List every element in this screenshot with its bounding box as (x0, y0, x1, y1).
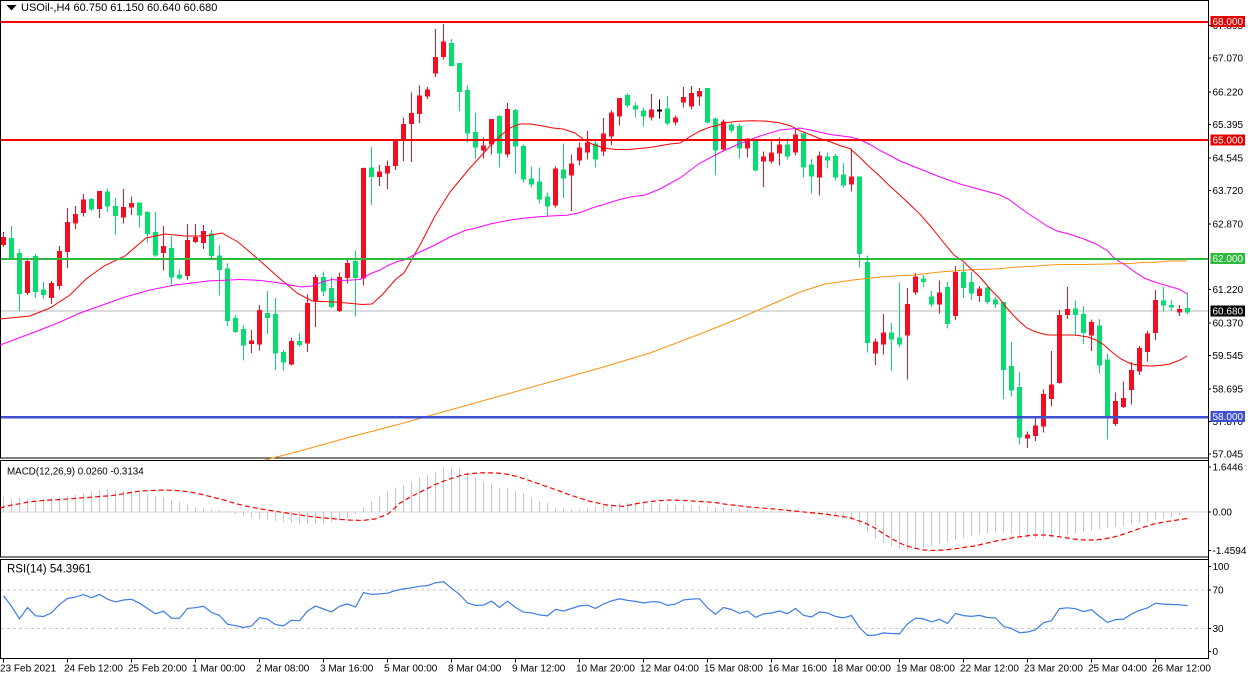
svg-text:-1.4594: -1.4594 (1213, 546, 1247, 557)
svg-text:5 Mar 00:00: 5 Mar 00:00 (384, 664, 438, 675)
svg-text:23 Feb 2021: 23 Feb 2021 (0, 664, 57, 675)
svg-text:57.045: 57.045 (1213, 450, 1244, 461)
svg-text:12 Mar 04:00: 12 Mar 04:00 (640, 664, 699, 675)
svg-text:2 Mar 08:00: 2 Mar 08:00 (256, 664, 310, 675)
svg-text:MACD(12,26,9) 0.0260 -0.3134: MACD(12,26,9) 0.0260 -0.3134 (7, 467, 144, 478)
svg-text:9 Mar 12:00: 9 Mar 12:00 (512, 664, 566, 675)
svg-text:0.00: 0.00 (1213, 508, 1233, 519)
svg-text:3 Mar 16:00: 3 Mar 16:00 (320, 664, 374, 675)
svg-text:18 Mar 00:00: 18 Mar 00:00 (832, 664, 891, 675)
svg-text:16 Mar 16:00: 16 Mar 16:00 (768, 664, 827, 675)
svg-text:22 Mar 12:00: 22 Mar 12:00 (960, 664, 1019, 675)
svg-text:25 Mar 04:00: 25 Mar 04:00 (1088, 664, 1147, 675)
svg-text:57.870: 57.870 (1213, 417, 1244, 428)
svg-text:USOil-,H4 60.750 61.150 60.64: USOil-,H4 60.750 61.150 60.640 60.680 (21, 2, 217, 14)
svg-text:60.680: 60.680 (1213, 306, 1244, 317)
svg-text:66.220: 66.220 (1213, 87, 1244, 98)
svg-text:15 Mar 08:00: 15 Mar 08:00 (704, 664, 763, 675)
svg-text:30: 30 (1213, 624, 1225, 635)
svg-text:26 Mar 12:00: 26 Mar 12:00 (1152, 664, 1211, 675)
svg-text:1.6446: 1.6446 (1213, 462, 1244, 473)
svg-text:58.000: 58.000 (1213, 412, 1244, 423)
svg-text:64.545: 64.545 (1213, 154, 1244, 165)
svg-text:62.000: 62.000 (1213, 254, 1244, 265)
svg-text:61.220: 61.220 (1213, 285, 1244, 296)
svg-text:58.695: 58.695 (1213, 385, 1244, 396)
svg-text:25 Feb 20:00: 25 Feb 20:00 (128, 664, 187, 675)
svg-text:1 Mar 00:00: 1 Mar 00:00 (192, 664, 246, 675)
svg-text:23 Mar 20:00: 23 Mar 20:00 (1024, 664, 1083, 675)
svg-text:19 Mar 08:00: 19 Mar 08:00 (896, 664, 955, 675)
svg-text:8 Mar 04:00: 8 Mar 04:00 (448, 664, 502, 675)
svg-text:62.870: 62.870 (1213, 220, 1244, 231)
svg-text:59.545: 59.545 (1213, 351, 1244, 362)
svg-text:70: 70 (1213, 586, 1225, 597)
svg-text:0: 0 (1213, 647, 1219, 658)
svg-text:65.000: 65.000 (1213, 136, 1244, 147)
svg-text:24 Feb 12:00: 24 Feb 12:00 (64, 664, 123, 675)
svg-text:60.370: 60.370 (1213, 318, 1244, 329)
svg-text:10 Mar 20:00: 10 Mar 20:00 (576, 664, 635, 675)
svg-text:68.000: 68.000 (1213, 17, 1244, 28)
svg-text:RSI(14) 54.3961: RSI(14) 54.3961 (7, 564, 91, 576)
svg-text:63.720: 63.720 (1213, 186, 1244, 197)
svg-text:65.395: 65.395 (1213, 120, 1244, 131)
svg-text:67.070: 67.070 (1213, 54, 1244, 65)
svg-text:100: 100 (1213, 562, 1230, 573)
